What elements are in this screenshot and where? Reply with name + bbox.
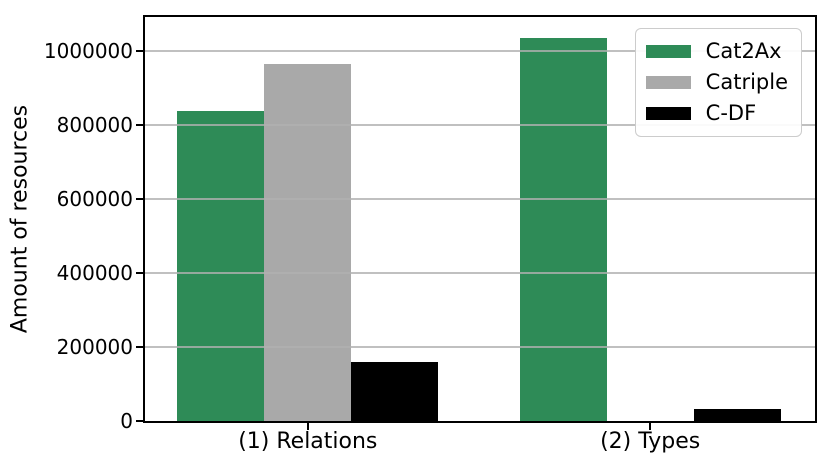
bars-layer xyxy=(145,17,815,421)
bar-cat2ax-2-types xyxy=(519,38,607,421)
y-tick-mark-400000 xyxy=(136,271,143,274)
bar-c-df-2-types xyxy=(693,409,781,421)
y-tick-label-1000000: 1000000 xyxy=(43,38,133,63)
y-tick-mark-0 xyxy=(136,420,143,422)
gridline-800000 xyxy=(145,123,815,126)
x-tick-label-1-relations: (1) Relations xyxy=(238,429,378,454)
legend-swatch-catriple xyxy=(645,76,691,89)
y-tick-label-600000: 600000 xyxy=(56,186,133,211)
legend-label-catriple: Catriple xyxy=(705,70,788,94)
gridline-200000 xyxy=(145,345,815,348)
y-tick-label-0: 0 xyxy=(120,409,133,433)
y-tick-mark-200000 xyxy=(136,345,143,348)
grid-layer xyxy=(145,17,815,421)
legend: Cat2Ax Catriple C-DF xyxy=(634,28,802,137)
legend-item-catriple: Catriple xyxy=(645,67,788,98)
y-tick-label-400000: 400000 xyxy=(56,260,133,285)
y-axis-label: Amount of resources xyxy=(7,104,33,334)
bar-cat2ax-1-relations xyxy=(177,111,265,421)
gridline-400000 xyxy=(145,271,815,274)
bar-catriple-1-relations xyxy=(264,64,352,421)
bar-c-df-1-relations xyxy=(351,362,439,421)
legend-item-c-df: C-DF xyxy=(645,98,788,129)
legend-swatch-c-df xyxy=(645,107,691,120)
x-tick-mark-2-types xyxy=(649,423,652,430)
y-tick-label-800000: 800000 xyxy=(56,112,133,137)
y-tick-mark-1000000 xyxy=(136,49,143,52)
y-tick-mark-600000 xyxy=(136,197,143,200)
legend-swatch-cat2ax xyxy=(645,45,691,58)
legend-label-cat2ax: Cat2Ax xyxy=(705,39,782,63)
gridline-1000000 xyxy=(145,49,815,52)
y-tick-label-200000: 200000 xyxy=(56,334,133,359)
gridline-600000 xyxy=(145,197,815,200)
x-tick-label-2-types: (2) Types xyxy=(600,429,701,454)
x-tick-mark-1-relations xyxy=(306,423,309,430)
legend-item-cat2ax: Cat2Ax xyxy=(645,36,788,67)
legend-label-c-df: C-DF xyxy=(705,101,757,125)
plot-area: Cat2Ax Catriple C-DF xyxy=(143,15,817,423)
y-tick-mark-800000 xyxy=(136,123,143,126)
